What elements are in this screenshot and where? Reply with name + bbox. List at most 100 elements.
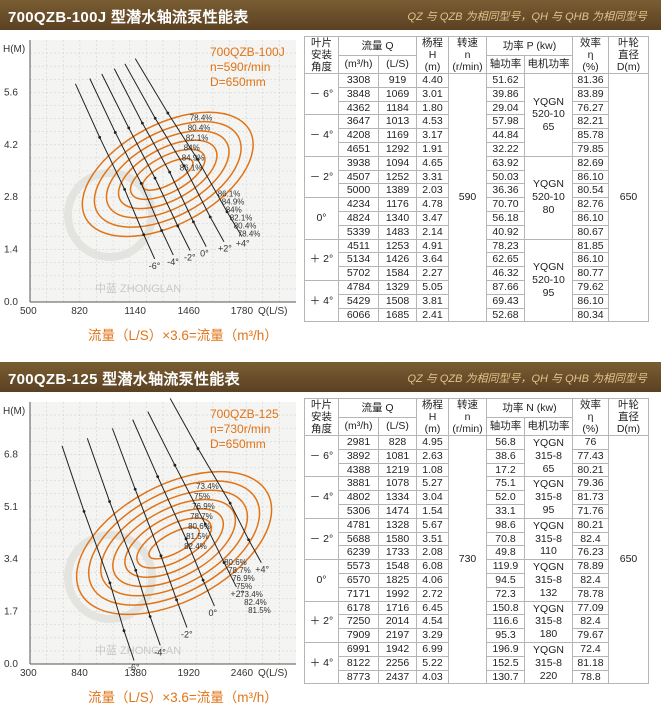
efficiency-cell: 82.69 — [572, 155, 609, 171]
flow-ls-cell: 1328 — [378, 517, 417, 533]
efficiency-contour — [81, 111, 254, 238]
data-point — [153, 116, 157, 120]
x-tick-label: 2460 — [231, 668, 254, 679]
data-point — [108, 500, 111, 503]
table-row: ＋ 4° 4784 1329 5.05 87.66 79.62 — [304, 279, 649, 323]
shaft-power-cell: 33.1 — [486, 503, 525, 519]
header-efficiency: 效率 η (%) — [572, 36, 609, 74]
efficiency-cell: 82.4 — [572, 614, 609, 630]
lift-cell: 5.27 — [416, 476, 449, 492]
shaft-power-cell: 46.32 — [486, 266, 525, 281]
flow-m3h-cell: 7171 — [338, 586, 379, 602]
flow-ls-cell: 2437 — [378, 669, 417, 685]
shaft-power-cell: 56.18 — [486, 210, 525, 226]
efficiency-cell: 82.4 — [572, 531, 609, 547]
data-point — [176, 224, 180, 228]
flow-ls-cell: 828 — [378, 435, 417, 450]
diameter-label: D=650mm — [210, 75, 266, 89]
flow-conversion-formula: 流量（L/S）×3.6=流量（m³/h） — [88, 328, 278, 343]
x-axis-label: Q(L/S) — [258, 668, 287, 679]
flow-m3h-cell: 4781 — [338, 517, 379, 533]
header-impeller-diameter: 叶轮 直径 D(m) — [608, 36, 649, 74]
lift-cell: 3.51 — [416, 531, 449, 547]
shaft-power-cell: 75.1 — [486, 476, 525, 492]
efficiency-label: 84% — [226, 205, 242, 214]
flow-m3h-cell: 8773 — [338, 669, 379, 685]
flow-ls-cell: 1176 — [378, 197, 417, 212]
efficiency-label: 86.1% — [218, 189, 241, 198]
flow-m3h-cell: 5000 — [338, 183, 379, 199]
lift-cell: 6.08 — [416, 559, 449, 574]
flow-ls-cell: 1548 — [378, 559, 417, 574]
efficiency-cell: 81.36 — [572, 73, 609, 88]
flow-ls-cell: 1580 — [378, 531, 417, 547]
blade-angle-cell: 0° — [304, 559, 339, 602]
flow-m3h-cell: 5688 — [338, 531, 379, 547]
flow-ls-cell: 1992 — [378, 586, 417, 602]
y-tick-label: 1.4 — [4, 245, 18, 256]
watermark-text: 中蓝 ZHONGLAN — [95, 282, 181, 295]
flow-m3h-cell: 4802 — [338, 490, 379, 505]
flow-m3h-cell: 4824 — [338, 210, 379, 226]
data-point — [156, 475, 160, 478]
header-flow-ls: (L/S) — [378, 416, 417, 436]
motor-power-cell: YQGN 520-10 80 — [524, 155, 573, 240]
flow-m3h-cell: 3938 — [338, 155, 379, 171]
efficiency-cell: 82.4 — [572, 572, 609, 588]
lift-cell: 2.41 — [416, 307, 449, 323]
table-row: － 6° 2981 828 4.95 730 56.8 YQGN 315-8 65 76 650 — [304, 434, 649, 685]
header-power: 功率 N (kw) — [486, 398, 573, 418]
x-tick-label: 820 — [71, 306, 88, 317]
lift-cell: 4.95 — [416, 435, 449, 450]
y-tick-label: 0.0 — [4, 297, 18, 308]
data-point — [153, 176, 157, 180]
efficiency-label: 80.4% — [188, 123, 211, 132]
flow-ls-cell: 1078 — [378, 476, 417, 492]
shaft-power-cell: 17.2 — [486, 462, 525, 478]
header-lift: 杨程 H (m) — [416, 36, 449, 74]
table-row: 5339 1483 2.14 40.92 80.67 — [305, 224, 649, 240]
shaft-power-cell: 87.66 — [486, 279, 525, 295]
x-tick-label: 1380 — [124, 668, 147, 679]
x-tick-label: 1920 — [178, 668, 201, 679]
flow-m3h-cell: 5306 — [338, 503, 379, 519]
table-row: 5306 1474 1.54 33.1 71.76 — [305, 503, 649, 519]
lift-cell: 5.67 — [416, 517, 449, 533]
shaft-power-cell: 57.98 — [486, 114, 525, 130]
efficiency-label: 81.5% — [186, 532, 209, 541]
lift-cell: 2.08 — [416, 545, 449, 561]
lift-cell: 2.14 — [416, 224, 449, 240]
table-row: 5429 1508 3.81 69.43 86.10 — [305, 293, 649, 309]
table-row: 0° 5573 1548 6.08 119.9 YQGN 315-8 132 78.89 — [304, 559, 649, 602]
data-point — [192, 220, 195, 224]
section-banner: 700QZB-100J 型潜水轴流泵性能表 QZ 与 QZB 为相同型号，QH … — [0, 0, 661, 30]
x-tick-label: 840 — [71, 668, 88, 679]
lift-cell: 1.08 — [416, 462, 449, 478]
efficiency-cell: 79.67 — [572, 628, 609, 643]
efficiency-contour — [100, 489, 249, 597]
lift-cell: 4.54 — [416, 614, 449, 630]
header-flow-m3h: (m³/h) — [338, 416, 379, 436]
flow-ls-cell: 919 — [378, 73, 417, 88]
efficiency-cell: 80.67 — [572, 224, 609, 240]
flow-ls-cell: 1426 — [378, 252, 417, 268]
model-label: 700QZB-100J — [210, 45, 285, 59]
y-tick-label: 5.6 — [4, 87, 18, 98]
lift-cell: 4.06 — [416, 572, 449, 588]
header-flow: 流量 Q — [338, 398, 417, 418]
table-row: 0° 4234 1176 4.78 70.70 82.76 — [304, 197, 649, 240]
flow-m3h-cell: 4388 — [338, 462, 379, 478]
efficiency-cell: 80.34 — [572, 307, 609, 323]
shaft-power-cell: 69.43 — [486, 293, 525, 309]
lift-cell: 2.63 — [416, 448, 449, 464]
lift-cell: 6.99 — [416, 641, 449, 657]
lift-cell: 1.54 — [416, 503, 449, 519]
flow-m3h-cell: 5573 — [338, 559, 379, 574]
flow-ls-cell: 2256 — [378, 655, 417, 671]
header-speed: 转速 n (r/min) — [448, 36, 487, 74]
motor-power-cell: YQGN 315-8 180 — [524, 600, 573, 643]
flow-m3h-cell: 5134 — [338, 252, 379, 268]
y-axis-label: H(M) — [3, 44, 25, 55]
performance-chart: 中蓝 ZHONGLAN H(M) Q(L/S) 0.0 1.4 2.8 4.2 5.6 500 8… — [3, 40, 296, 317]
data-point — [98, 135, 102, 139]
